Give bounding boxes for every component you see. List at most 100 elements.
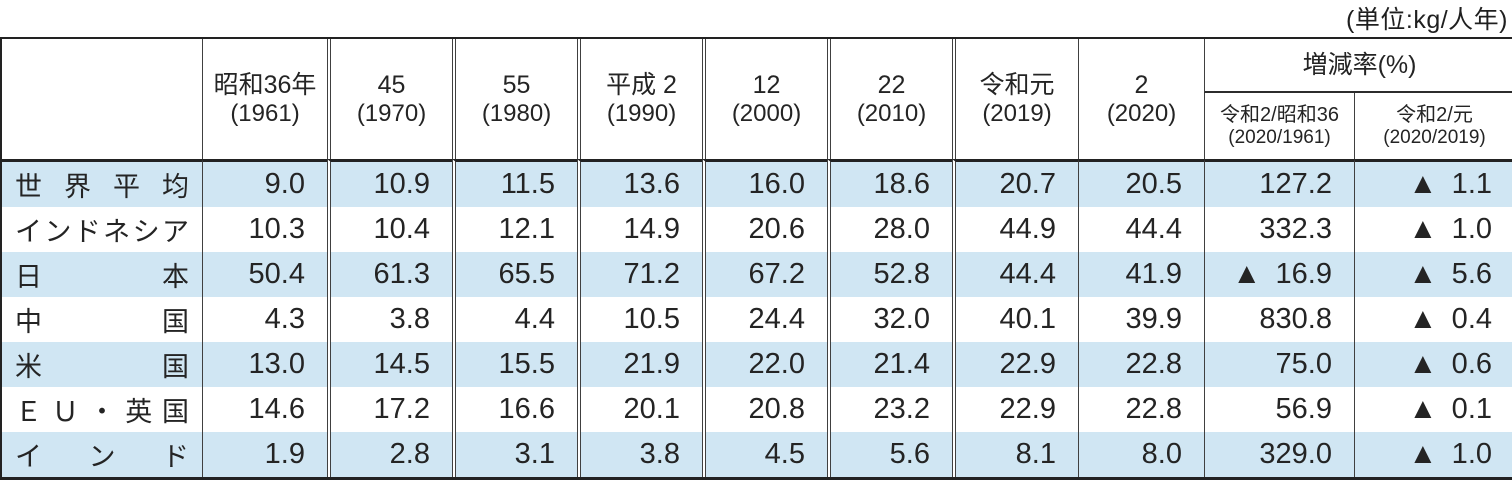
value-cell: 1.9 (202, 432, 327, 477)
value-cell: 13.6 (577, 159, 702, 207)
col-header-line2: (2020/2019) (1383, 126, 1486, 148)
value-cell: 50.4 (202, 252, 327, 297)
col-header-line2: (1980) (481, 99, 552, 127)
header-row-sub: 令和2/昭和36 (2020/1961) 令和2/元 (2020/2019) (2, 93, 1512, 159)
value-cell: 20.6 (702, 207, 827, 252)
col-header-line1: 令和2/元 (1396, 103, 1473, 126)
col-header-line1: 22 (877, 70, 906, 99)
row-label-text: 米国 (15, 352, 189, 382)
value-cell: 44.4 (1078, 207, 1204, 252)
value-cell: 24.4 (702, 297, 827, 342)
value-cell: 17.2 (327, 387, 452, 432)
col-header-1970: 45 (1970) (327, 39, 452, 159)
value-cell: 40.1 (952, 297, 1078, 342)
value-cell: 44.9 (952, 207, 1078, 252)
value-cell: 22.0 (702, 342, 827, 387)
value-cell: ▲ 16.9 (1204, 252, 1354, 297)
row-label-text: 中国 (15, 307, 189, 337)
value-cell: 4.3 (202, 297, 327, 342)
header-blank-cell (2, 39, 202, 159)
value-cell: 127.2 (1204, 159, 1354, 207)
col-header-line2: (1961) (230, 99, 300, 127)
col-header-line2: (1990) (606, 99, 677, 127)
value-cell: 11.5 (452, 159, 577, 207)
row-label: 日本 (2, 252, 202, 297)
row-label: 米国 (2, 342, 202, 387)
table-row: Ｅ Ｕ ・英国 14.6 17.2 16.6 20.1 20.8 23.2 22.9 22.8 56.… (2, 387, 1512, 432)
value-cell: 20.5 (1078, 159, 1204, 207)
value-cell: 9.0 (202, 159, 327, 207)
value-cell: 10.4 (327, 207, 452, 252)
value-cell: 20.7 (952, 159, 1078, 207)
value-cell: ▲ 1.0 (1354, 432, 1512, 477)
value-cell: 329.0 (1204, 432, 1354, 477)
row-label-text: インドネシア (15, 217, 189, 247)
table-row: インドネシア 10.3 10.4 12.1 14.9 20.6 28.0 44.9 44.4 33… (2, 207, 1512, 252)
value-cell: 52.8 (827, 252, 952, 297)
value-cell: 10.9 (327, 159, 452, 207)
table-body: 世界平均 9.0 10.9 11.5 13.6 16.0 18.6 20.7 20.5 127.2… (2, 159, 1512, 477)
row-label-text: 日本 (15, 262, 189, 292)
value-cell: 28.0 (827, 207, 952, 252)
col-header-line1: 平成 2 (606, 70, 677, 99)
value-cell: 20.8 (702, 387, 827, 432)
col-header-line1: 昭和36年 (213, 70, 317, 99)
row-label: 世界平均 (2, 159, 202, 207)
value-cell: 4.4 (452, 297, 577, 342)
value-cell: 32.0 (827, 297, 952, 342)
col-header-2010: 22 (2010) (827, 39, 952, 159)
value-cell: 21.4 (827, 342, 952, 387)
value-cell: 56.9 (1204, 387, 1354, 432)
col-header-line2: (2020/1961) (1228, 126, 1331, 148)
value-cell: 23.2 (827, 387, 952, 432)
value-cell: 22.9 (952, 387, 1078, 432)
value-cell: 5.6 (827, 432, 952, 477)
col-header-reiwa1: 令和元 (2019) (952, 39, 1078, 159)
col-header-line2: (2010) (856, 99, 927, 127)
row-label-text: Ｅ Ｕ ・英国 (15, 397, 189, 427)
col-header-heisei2: 平成 2 (1990) (577, 39, 702, 159)
fish-consumption-table: 昭和36年 (1961) 45 (1970) 55 (1980) 平成 2 (1… (0, 37, 1512, 480)
col-header-line1: 45 (377, 70, 406, 99)
value-cell: 8.1 (952, 432, 1078, 477)
value-cell: 332.3 (1204, 207, 1354, 252)
col-header-reiwa2: 2 (2020) (1078, 39, 1204, 159)
value-cell: 8.0 (1078, 432, 1204, 477)
value-cell: 16.0 (702, 159, 827, 207)
row-label-text: 世界平均 (15, 172, 189, 202)
value-cell: 22.8 (1078, 342, 1204, 387)
value-cell: 10.5 (577, 297, 702, 342)
col-header-change-2020-2019: 令和2/元 (2020/2019) (1354, 93, 1512, 159)
value-cell: 2.8 (327, 432, 452, 477)
col-header-line1: 令和2/昭和36 (1220, 103, 1339, 126)
row-label: Ｅ Ｕ ・英国 (2, 387, 202, 432)
col-header-line1: 2 (1134, 70, 1149, 99)
value-cell: 3.8 (577, 432, 702, 477)
row-label: インドネシア (2, 207, 202, 252)
value-cell: ▲ 5.6 (1354, 252, 1512, 297)
col-header-line1: 12 (752, 70, 781, 99)
value-cell: 3.1 (452, 432, 577, 477)
value-cell: 14.6 (202, 387, 327, 432)
value-cell: 44.4 (952, 252, 1078, 297)
value-cell: 830.8 (1204, 297, 1354, 342)
row-label: 中国 (2, 297, 202, 342)
value-cell: 4.5 (702, 432, 827, 477)
col-header-line1: 55 (502, 70, 531, 99)
table-header: 昭和36年 (1961) 45 (1970) 55 (1980) 平成 2 (1… (2, 39, 1512, 159)
value-cell: ▲ 0.6 (1354, 342, 1512, 387)
value-cell: 13.0 (202, 342, 327, 387)
value-cell: 14.9 (577, 207, 702, 252)
table-row: 中国 4.3 3.8 4.4 10.5 24.4 32.0 40.1 39.9 830.8 ▲ 0.… (2, 297, 1512, 342)
col-header-showa36: 昭和36年 (1961) (202, 39, 327, 159)
value-cell: 61.3 (327, 252, 452, 297)
header-row-main: 昭和36年 (1961) 45 (1970) 55 (1980) 平成 2 (1… (2, 39, 1512, 159)
col-header-2000: 12 (2000) (702, 39, 827, 159)
value-cell: 22.8 (1078, 387, 1204, 432)
value-cell: ▲ 1.1 (1354, 159, 1512, 207)
col-header-change-2020-1961: 令和2/昭和36 (2020/1961) (1204, 93, 1354, 159)
value-cell: 71.2 (577, 252, 702, 297)
row-label: インド (2, 432, 202, 477)
value-cell: ▲ 0.1 (1354, 387, 1512, 432)
value-cell: ▲ 0.4 (1354, 297, 1512, 342)
